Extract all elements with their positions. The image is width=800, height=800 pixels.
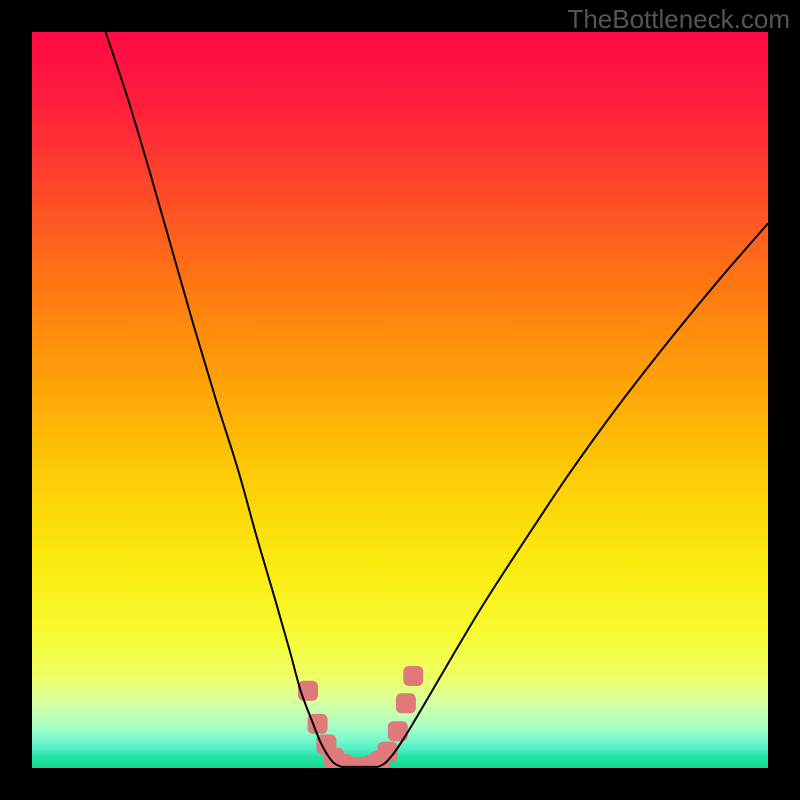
heatmap-gradient-background <box>32 32 768 768</box>
watermark-label: TheBottleneck.com <box>567 4 790 35</box>
